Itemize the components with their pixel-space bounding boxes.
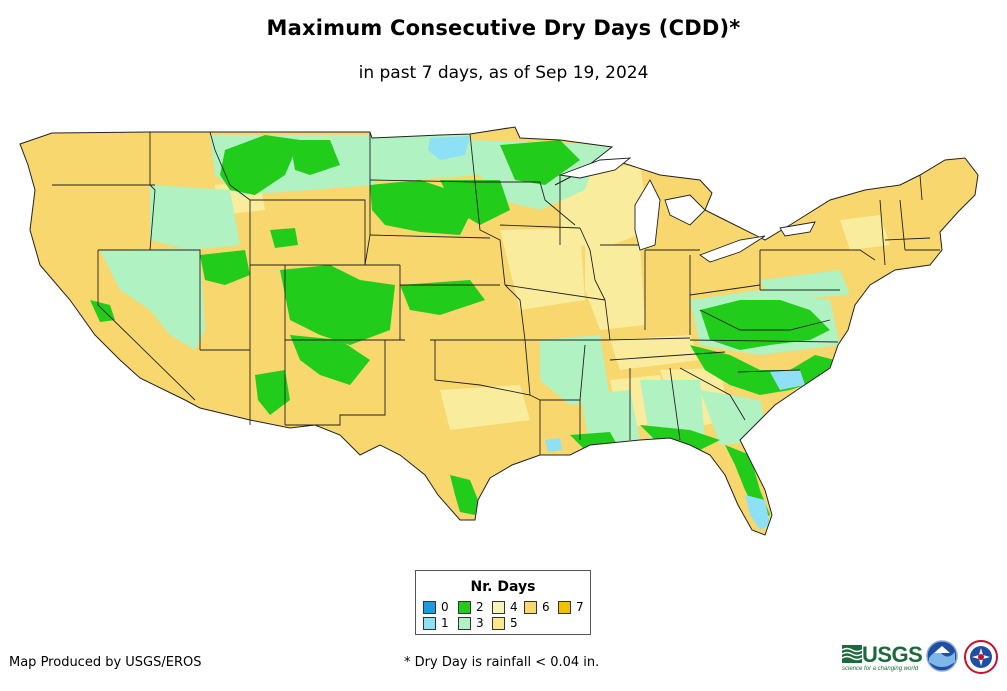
legend-item-2: 2 <box>458 601 484 614</box>
legend-item-4: 4 <box>492 601 518 614</box>
dry-days-2-region <box>90 135 835 520</box>
legend-label-7: 7 <box>576 600 584 614</box>
agency-logos: USGS science for a changing world <box>842 636 1002 676</box>
nws-logo-icon <box>964 640 998 674</box>
legend-item-0: 0 <box>423 601 449 614</box>
legend-item-6: 6 <box>524 601 550 614</box>
produced-by-credit: Map Produced by USGS/EROS <box>9 655 202 670</box>
legend-title: Nr. Days <box>470 579 536 595</box>
legend-swatch-3 <box>458 617 471 630</box>
legend-label-5: 5 <box>510 616 518 630</box>
legend-swatch-4 <box>492 601 505 614</box>
usgs-wordmark: USGS <box>862 642 923 667</box>
map-legend: Nr. Days 0 1 2 3 4 5 6 7 <box>415 570 591 635</box>
legend-swatch-6 <box>524 601 537 614</box>
legend-swatch-1 <box>423 617 436 630</box>
dry-days-1-region <box>428 136 805 530</box>
usgs-logo-icon: USGS science for a changing world <box>842 642 923 672</box>
legend-label-0: 0 <box>441 600 449 614</box>
dry-day-footnote: * Dry Day is rainfall < 0.04 in. <box>404 655 600 670</box>
usgs-tagline: science for a changing world <box>842 666 919 672</box>
united-states-map <box>19 126 979 536</box>
legend-label-2: 2 <box>476 600 484 614</box>
legend-swatch-5 <box>492 617 505 630</box>
map-subtitle: in past 7 days, as of Sep 19, 2024 <box>358 63 649 83</box>
noaa-logo-icon <box>926 640 958 672</box>
usgs-wave-icon <box>842 645 862 663</box>
great-lakes <box>558 157 816 263</box>
state-boundaries <box>52 131 940 455</box>
legend-label-6: 6 <box>542 600 550 614</box>
legend-item-5: 5 <box>492 617 518 630</box>
legend-swatch-7 <box>558 601 571 614</box>
legend-label-4: 4 <box>510 600 518 614</box>
legend-item-1: 1 <box>423 617 449 630</box>
legend-label-3: 3 <box>476 616 484 630</box>
legend-item-7: 7 <box>558 601 584 614</box>
legend-label-1: 1 <box>441 616 449 630</box>
legend-item-3: 3 <box>458 617 484 630</box>
legend-swatch-0 <box>423 601 436 614</box>
legend-swatch-2 <box>458 601 471 614</box>
map-title: Maximum Consecutive Dry Days (CDD)* <box>266 16 741 40</box>
